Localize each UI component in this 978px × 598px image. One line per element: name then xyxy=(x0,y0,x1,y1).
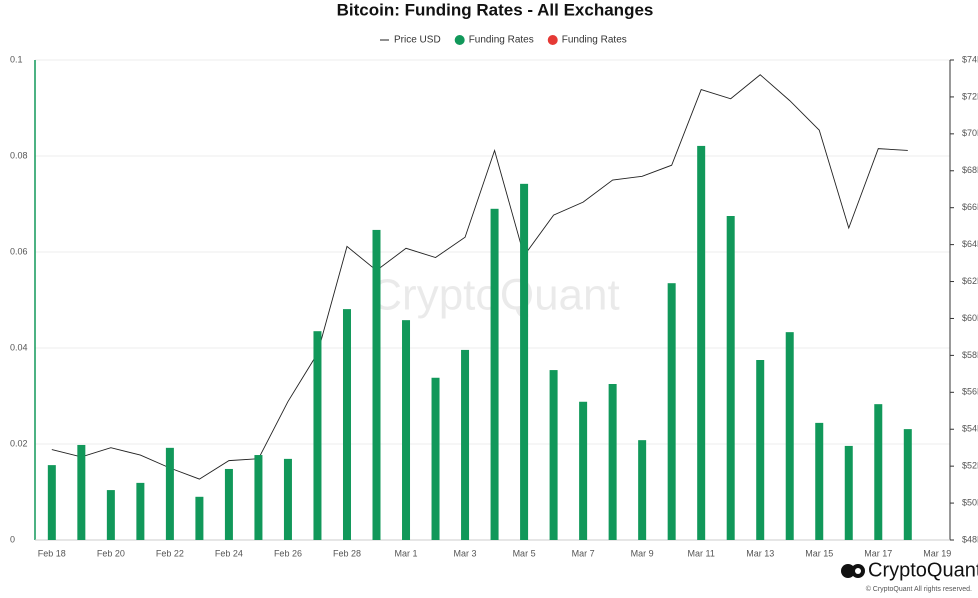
y2-tick-label: $48K xyxy=(962,534,978,544)
bar xyxy=(726,216,735,540)
legend-swatch xyxy=(547,35,558,45)
x-tick-label: Feb 22 xyxy=(156,548,184,558)
legend-label: Price USD xyxy=(394,35,441,46)
bar xyxy=(342,309,351,540)
y-tick-label: 0.1 xyxy=(10,54,23,64)
y2-tick-label: $58K xyxy=(962,350,978,360)
y-tick-label: 0.06 xyxy=(10,246,28,256)
bar xyxy=(283,458,292,540)
bar xyxy=(608,384,617,540)
y-tick-label: 0.02 xyxy=(10,438,28,448)
y2-tick-label: $60K xyxy=(962,313,978,323)
x-tick-label: Mar 1 xyxy=(395,548,418,558)
copyright: © CryptoQuant All rights reserved. xyxy=(866,585,972,593)
bar xyxy=(815,422,824,540)
bar xyxy=(195,496,204,540)
bar xyxy=(461,349,470,540)
y-tick-label: 0.04 xyxy=(10,342,28,352)
x-tick-label: Feb 24 xyxy=(215,548,243,558)
bar xyxy=(579,401,588,540)
y2-tick-label: $52K xyxy=(962,461,978,471)
bar xyxy=(313,331,322,540)
x-tick-label: Mar 15 xyxy=(805,548,833,558)
x-tick-label: Mar 11 xyxy=(688,548,715,558)
bar xyxy=(520,183,529,540)
y2-tick-label: $62K xyxy=(962,276,978,286)
legend-label: Funding Rates xyxy=(469,35,534,46)
legend-swatch xyxy=(454,35,465,45)
y2-tick-label: $74K xyxy=(962,54,978,64)
x-tick-label: Feb 18 xyxy=(38,548,66,558)
x-tick-label: Mar 3 xyxy=(454,548,477,558)
chart-title: Bitcoin: Funding Rates - All Exchanges xyxy=(337,0,654,19)
x-tick-label: Mar 13 xyxy=(746,548,774,558)
x-tick-label: Feb 20 xyxy=(97,548,125,558)
y2-tick-label: $72K xyxy=(962,91,978,101)
bar xyxy=(165,447,174,540)
x-tick-label: Mar 19 xyxy=(923,548,951,558)
y2-tick-label: $54K xyxy=(962,424,978,434)
y2-tick-label: $68K xyxy=(962,165,978,175)
x-tick-label: Mar 9 xyxy=(631,548,654,558)
y-tick-label: 0 xyxy=(10,534,15,544)
bar xyxy=(697,145,706,541)
y-tick-label: 0.08 xyxy=(10,150,28,160)
brand-logo xyxy=(841,564,865,578)
x-tick-label: Mar 5 xyxy=(513,548,536,558)
y2-tick-label: $66K xyxy=(962,202,978,212)
bar xyxy=(254,455,263,540)
bar xyxy=(844,445,853,540)
bar xyxy=(874,404,883,540)
legend-label: Funding Rates xyxy=(562,35,627,46)
x-tick-label: Mar 7 xyxy=(572,548,595,558)
bar xyxy=(903,429,912,540)
bar xyxy=(136,482,145,540)
bar xyxy=(667,283,676,540)
bar xyxy=(372,229,381,541)
bar xyxy=(106,490,115,540)
y2-tick-label: $70K xyxy=(962,128,978,138)
y2-tick-label: $64K xyxy=(962,239,978,249)
x-tick-label: Feb 28 xyxy=(333,548,361,558)
brand: CryptoQuant xyxy=(868,559,978,581)
bar xyxy=(77,444,86,540)
bar xyxy=(47,465,56,540)
bar xyxy=(549,370,558,540)
x-tick-label: Feb 26 xyxy=(274,548,302,558)
bar xyxy=(756,360,765,540)
x-tick-label: Mar 17 xyxy=(864,548,892,558)
bar xyxy=(638,440,647,540)
y2-tick-label: $50K xyxy=(962,497,978,507)
y2-tick-label: $56K xyxy=(962,387,978,397)
bar xyxy=(431,377,440,540)
bar xyxy=(785,332,794,540)
bar xyxy=(490,208,499,541)
price-line xyxy=(51,74,908,480)
bar xyxy=(402,320,411,540)
bar xyxy=(224,468,233,540)
